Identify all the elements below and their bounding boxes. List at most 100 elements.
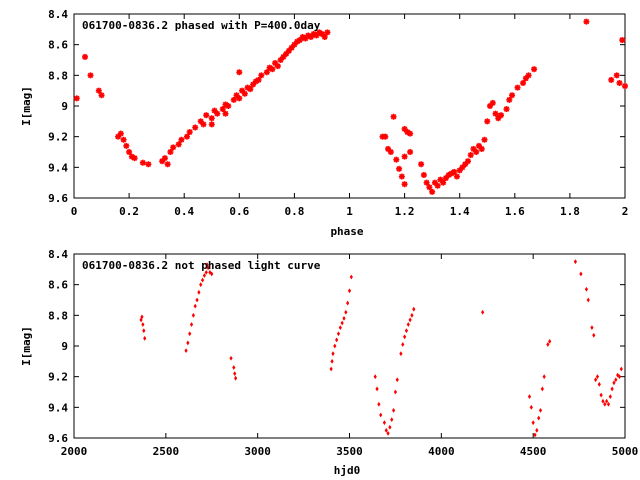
x-tick-label: 0.8 [284,205,304,218]
x-axis-label: hjd0 [334,464,361,477]
data-point [537,415,541,421]
data-point [302,35,309,42]
y-tick-label: 8.8 [48,309,68,322]
data-point [429,188,436,195]
x-tick-label: 3500 [336,445,363,458]
data-point [489,99,496,106]
data-point [340,320,344,326]
data-point [548,339,552,344]
x-tick-label: 3000 [244,445,271,458]
data-point [117,130,124,137]
data-point [404,328,409,334]
data-point [423,179,430,186]
data-point [533,432,537,438]
x-tick-label: 0.6 [229,205,249,218]
data-point [599,392,603,398]
data-points [73,18,628,195]
data-point [418,161,425,168]
data-point [616,80,623,86]
data-point [456,167,463,174]
unphased-light-curve-panel: 2000 2500 3000 3500 4000 4500 5000 8.4 8.6 8.8 9 9… [20,248,638,477]
data-point [82,53,89,60]
x-tick-label: 2500 [153,445,180,458]
x-tick-label: 4500 [520,445,547,458]
x-tick-label: 5000 [612,445,639,458]
data-point [391,408,396,413]
data-point [329,366,333,372]
plot-frame [73,253,626,439]
data-point [590,325,594,330]
data-point [219,106,226,113]
data-point [525,72,532,79]
x-tick-label: 0.2 [119,205,139,218]
data-point [263,69,270,76]
data-point [195,297,199,303]
data-point [527,394,532,399]
chart-title: 061700-0836.2 not phased light curve [82,259,321,272]
data-point [167,149,174,155]
data-point [514,84,521,91]
data-point [373,374,377,380]
data-point [531,66,538,73]
data-point [610,386,614,392]
data-point [199,282,203,288]
data-point [393,389,398,395]
data-point [170,144,177,151]
data-point [487,103,494,109]
data-point [324,29,331,36]
data-point [233,371,237,376]
data-point [233,92,240,99]
data-point [540,386,544,392]
data-point [395,377,399,383]
x-tick-labels: 2000 2500 3000 3500 4000 4500 5000 [61,445,639,458]
data-point [407,149,414,155]
data-point [608,394,612,399]
data-point [451,168,458,175]
data-point [200,121,207,128]
data-point [210,271,214,277]
data-point [230,96,237,103]
data-point [509,92,516,99]
data-point [239,87,246,94]
data-point [336,331,341,337]
data-point [492,110,499,117]
data-point [498,112,505,119]
data-point [406,322,410,327]
data-point [175,141,182,148]
data-point [333,343,337,349]
data-point [375,386,379,392]
data-point [434,182,441,189]
y-tick-label: 9.2 [48,131,68,144]
data-point [131,155,138,162]
data-point [214,110,221,117]
axis-ticks [73,253,626,439]
data-point [542,374,546,380]
data-point [126,149,133,155]
y-tick-label: 9 [61,340,68,353]
data-point [197,289,201,295]
y-axis-label: I[mag] [20,326,33,366]
data-point [202,273,207,278]
data-point [390,417,394,422]
data-point [382,420,386,426]
data-point [335,337,339,343]
data-point [605,398,609,404]
data-point [205,262,209,268]
data-point [200,277,205,283]
data-point [584,286,589,292]
data-point [189,322,194,327]
data-point [467,152,474,159]
data-point [143,335,147,341]
x-tick-labels: 0 0.2 0.4 0.6 0.8 1 1.2 1.4 1.6 1.8 2 [71,205,629,218]
x-axis-label: phase [330,225,363,238]
data-point [592,332,596,338]
data-point [529,404,533,410]
x-tick-label: 1.2 [395,205,415,218]
data-point [613,72,620,79]
chart-title: 061700-0836.2 phased with P=400.0day [82,19,321,32]
data-point [142,328,146,334]
data-point [342,316,346,321]
data-point [379,412,383,418]
data-point [531,420,535,426]
